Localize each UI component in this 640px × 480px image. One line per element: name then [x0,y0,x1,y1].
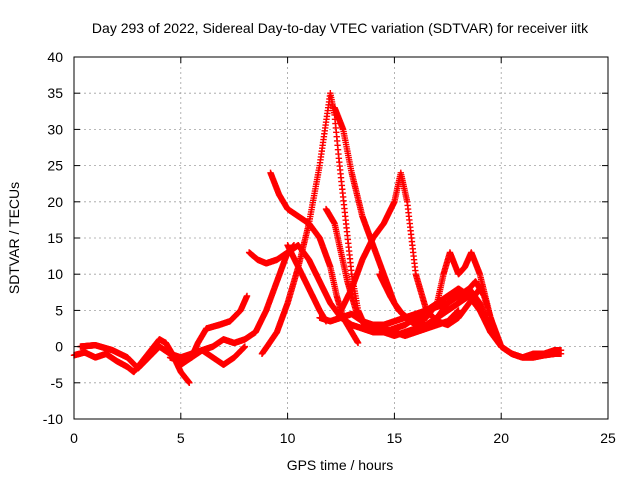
y-tick-label: -10 [43,411,63,427]
y-tick-label: 35 [47,85,63,101]
chart-title: Day 293 of 2022, Sidereal Day-to-day VTE… [92,20,589,36]
x-tick-label: 15 [387,430,403,446]
y-tick-label: -5 [51,375,64,391]
data-point [241,343,249,350]
x-tick-label: 20 [493,430,509,446]
y-tick-label: 20 [47,194,63,210]
x-axis-label: GPS time / hours [287,457,394,473]
y-tick-label: 10 [47,266,63,282]
y-axis-label: SDTVAR / TECUs [6,182,22,294]
x-tick-label: 5 [177,430,185,446]
y-tick-label: 30 [47,121,63,137]
data-point [243,292,251,300]
x-tick-label: 0 [70,430,78,446]
series-arc-1 [70,336,193,386]
series-layer [70,90,565,386]
y-tick-label: 40 [47,49,63,65]
x-tick-label: 25 [600,430,616,446]
y-tick-label: 15 [47,230,63,246]
data-point [186,379,193,386]
y-tick-label: 25 [47,158,63,174]
y-tick-label: 5 [55,302,63,318]
x-tick-label: 10 [280,430,296,446]
y-tick-label: 0 [55,339,63,355]
series-arc-4 [177,292,251,368]
